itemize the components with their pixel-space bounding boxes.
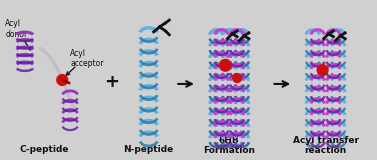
Text: +: + <box>104 73 119 91</box>
Text: Acyl
acceptor: Acyl acceptor <box>70 49 104 68</box>
Circle shape <box>219 59 231 71</box>
Text: 6HB
Formation: 6HB Formation <box>203 136 255 155</box>
Circle shape <box>317 65 328 76</box>
Text: C-peptide: C-peptide <box>20 145 69 154</box>
Text: N-peptide: N-peptide <box>124 145 174 154</box>
Text: Acyl
donor: Acyl donor <box>5 19 28 39</box>
Circle shape <box>57 75 67 85</box>
Text: Acyl transfer
reaction: Acyl transfer reaction <box>293 136 359 155</box>
Circle shape <box>233 74 242 82</box>
